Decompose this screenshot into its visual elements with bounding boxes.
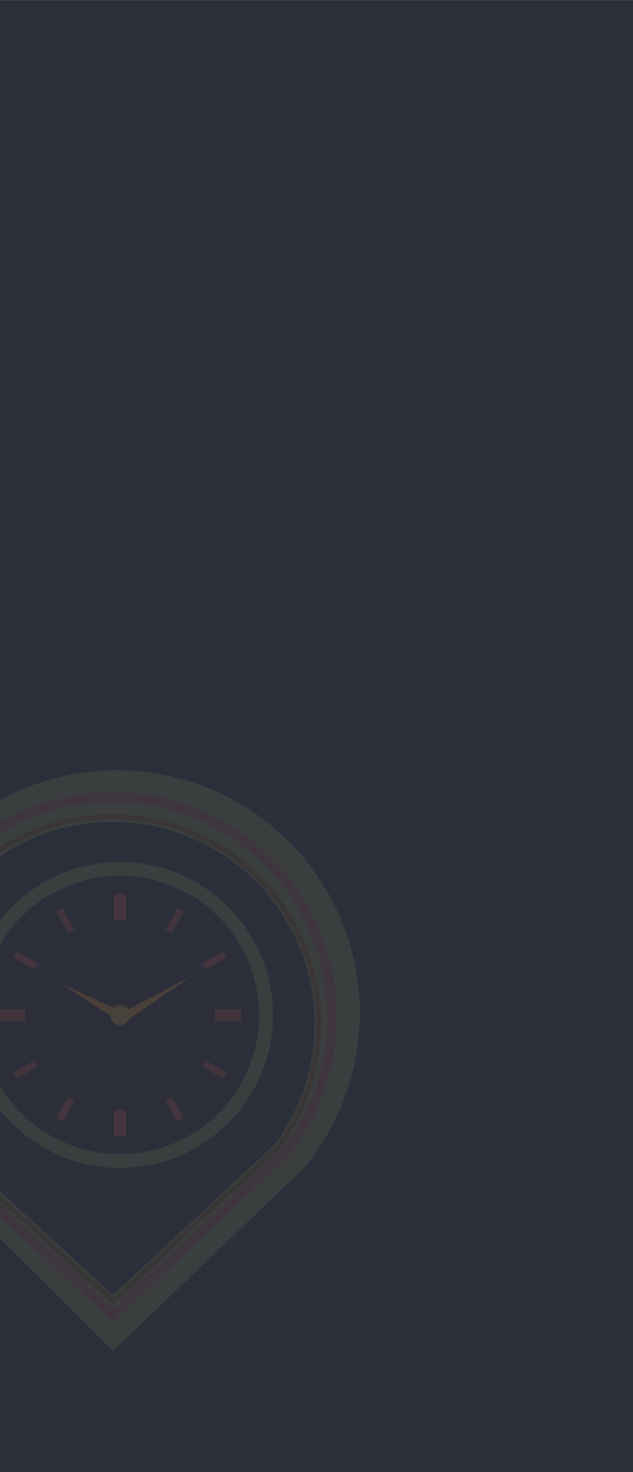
clock-center-dot (110, 1005, 130, 1025)
clock-minute-hand (125, 976, 192, 1021)
clock-hour-marks (0, 894, 241, 1136)
clock-hour-mark (165, 908, 184, 933)
clock-rim (0, 862, 273, 1168)
location-clock-icon (0, 770, 360, 1351)
top-border (0, 0, 633, 1)
clock-hour-mark (56, 1097, 75, 1122)
clock-hour-mark (215, 1009, 241, 1021)
location-pin-middle-ring (0, 792, 337, 1322)
clock-hour-mark (13, 951, 38, 970)
clock-hour-mark (165, 1097, 184, 1122)
clock-hour-mark (13, 1060, 38, 1079)
clock-hour-mark (56, 908, 75, 933)
clock-hour-mark (114, 894, 126, 920)
clock-hour-mark (0, 1009, 25, 1021)
clock-hour-mark (202, 951, 227, 970)
clock-hour-hand (62, 984, 117, 1020)
clock-hour-mark (202, 1060, 227, 1079)
clock-hour-mark (114, 1110, 126, 1136)
location-pin-inner-ring (0, 814, 322, 1305)
